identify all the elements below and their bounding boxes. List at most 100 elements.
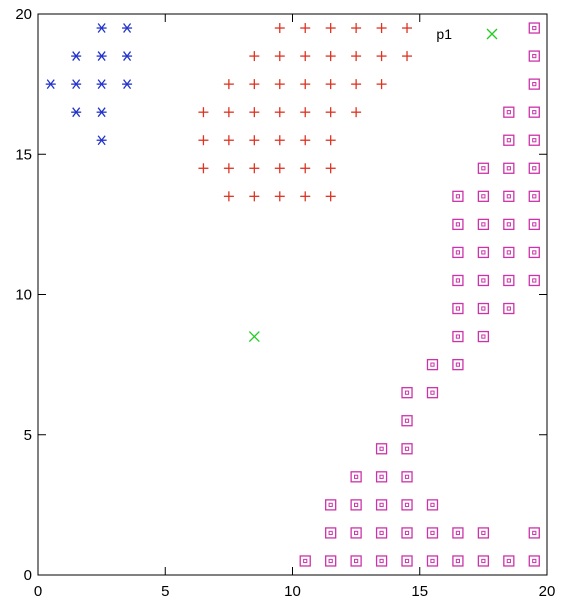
plus-point bbox=[223, 79, 234, 90]
asterisk-point bbox=[96, 79, 107, 90]
asterisk-point bbox=[96, 23, 107, 33]
square-point bbox=[350, 499, 362, 511]
plus-point bbox=[300, 51, 311, 62]
square-point bbox=[299, 555, 311, 567]
square-point bbox=[528, 246, 540, 259]
plus-point bbox=[300, 135, 311, 146]
square-point bbox=[426, 358, 439, 371]
square-point bbox=[325, 527, 337, 539]
plus-point bbox=[402, 51, 413, 62]
square-point bbox=[401, 527, 413, 539]
square-point bbox=[350, 555, 362, 567]
plus-point bbox=[249, 191, 260, 202]
plus-point bbox=[249, 163, 260, 174]
square-point bbox=[452, 527, 464, 539]
square-point bbox=[503, 218, 515, 231]
plus-point bbox=[274, 107, 285, 118]
plus-point bbox=[325, 135, 336, 146]
square-point bbox=[452, 330, 464, 343]
plus-point bbox=[249, 51, 260, 62]
square-point bbox=[452, 190, 464, 202]
square-point bbox=[375, 555, 388, 567]
asterisk-point bbox=[71, 107, 82, 118]
plus-point bbox=[223, 191, 234, 202]
square-point bbox=[452, 274, 464, 287]
plus-point bbox=[376, 51, 387, 62]
plus-point bbox=[198, 135, 209, 146]
square-point bbox=[503, 246, 515, 259]
square-point bbox=[452, 358, 464, 371]
square-point bbox=[401, 443, 413, 455]
plot-frame bbox=[37, 13, 548, 576]
axis-tick-labels: 0 5 10 15 20 0 5 10 15 20 bbox=[15, 6, 555, 600]
plus-point bbox=[249, 107, 260, 118]
legend-label: p1 bbox=[436, 26, 452, 42]
square-point bbox=[375, 471, 388, 483]
asterisk-point bbox=[122, 51, 133, 61]
plus-point bbox=[351, 79, 362, 90]
asterisk-point bbox=[122, 23, 133, 33]
square-point bbox=[528, 134, 540, 146]
square-point bbox=[477, 218, 490, 231]
square-point bbox=[477, 190, 490, 202]
plus-point bbox=[198, 107, 209, 118]
x-tick-label: 15 bbox=[411, 583, 428, 600]
square-point bbox=[477, 555, 490, 567]
plus-point bbox=[249, 135, 260, 146]
y-tick-label: 15 bbox=[15, 146, 32, 163]
plus-point bbox=[198, 163, 209, 174]
square-point bbox=[503, 555, 515, 567]
plus-point bbox=[300, 23, 311, 34]
plus-point bbox=[325, 23, 336, 34]
legend: p1 bbox=[436, 26, 498, 42]
plus-point bbox=[274, 191, 285, 202]
data-points bbox=[45, 22, 540, 567]
plus-point bbox=[300, 191, 311, 202]
square-point bbox=[350, 527, 362, 539]
plus-point bbox=[274, 51, 285, 62]
plus-point bbox=[402, 23, 413, 34]
plus-point bbox=[223, 107, 234, 118]
square-point bbox=[401, 387, 413, 399]
square-point bbox=[452, 555, 464, 567]
plus-point bbox=[376, 23, 387, 34]
square-point bbox=[426, 527, 439, 539]
y-tick-label: 5 bbox=[24, 427, 32, 444]
square-point bbox=[401, 415, 413, 427]
square-point bbox=[528, 527, 540, 539]
asterisk-point bbox=[96, 51, 107, 61]
y-tick-label: 0 bbox=[24, 567, 32, 584]
x-tick-label: 10 bbox=[284, 583, 301, 600]
square-point bbox=[477, 330, 490, 343]
plus-point bbox=[325, 163, 336, 174]
asterisk-point bbox=[96, 107, 107, 118]
plus-point bbox=[351, 51, 362, 62]
asterisk-point bbox=[122, 79, 133, 90]
square-point bbox=[477, 527, 490, 539]
square-point bbox=[528, 190, 540, 202]
square-point bbox=[452, 218, 464, 231]
square-point bbox=[375, 443, 388, 455]
x-tick-label: 5 bbox=[161, 583, 169, 600]
square-point bbox=[503, 190, 515, 202]
plus-point bbox=[376, 79, 387, 90]
square-point bbox=[528, 106, 540, 118]
square-point bbox=[426, 499, 439, 511]
plus-point bbox=[351, 23, 362, 34]
square-point bbox=[350, 471, 362, 483]
square-point bbox=[503, 162, 515, 174]
plus-point bbox=[300, 107, 311, 118]
plus-point bbox=[274, 79, 285, 90]
asterisk-point bbox=[45, 79, 56, 90]
square-point bbox=[528, 274, 540, 287]
square-point bbox=[528, 50, 540, 62]
plus-point bbox=[325, 191, 336, 202]
plus-point bbox=[325, 51, 336, 62]
plus-point bbox=[274, 135, 285, 146]
square-point bbox=[401, 471, 413, 483]
square-point bbox=[401, 499, 413, 511]
square-point bbox=[503, 106, 515, 118]
plus-point bbox=[300, 79, 311, 90]
square-point bbox=[375, 499, 388, 511]
